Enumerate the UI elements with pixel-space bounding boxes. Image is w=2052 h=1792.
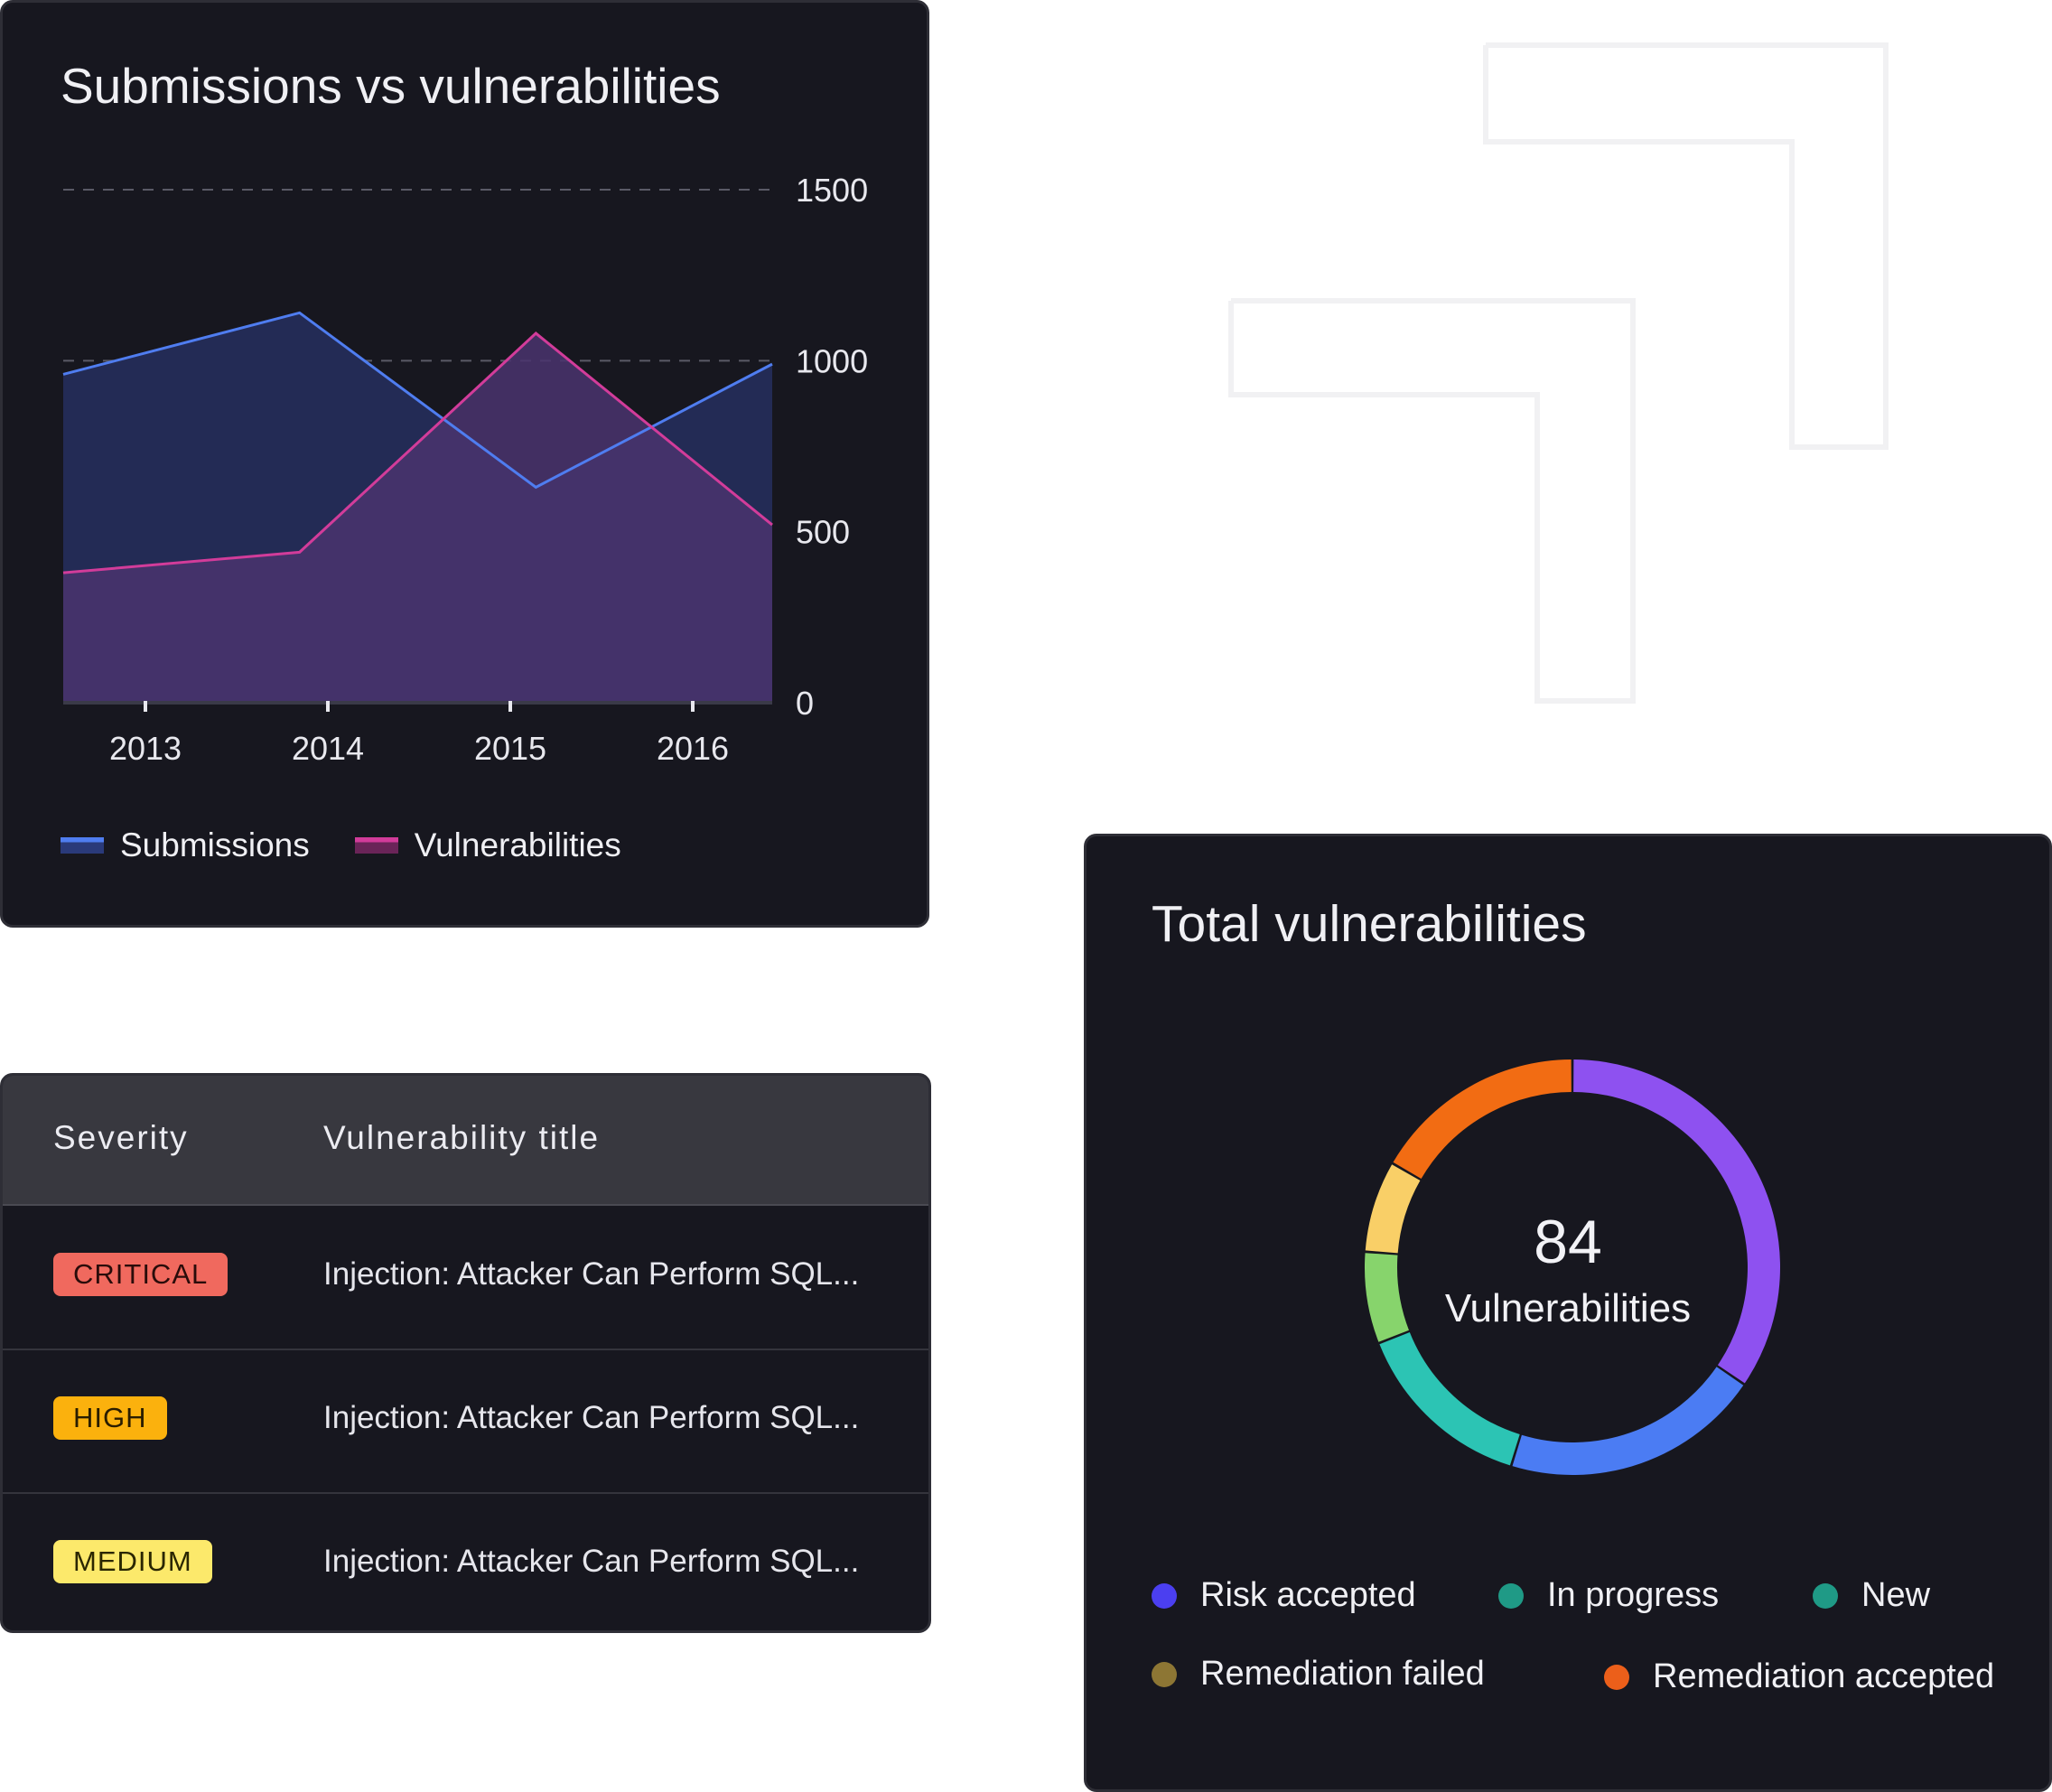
donut-legend-new[interactable]: New	[1813, 1576, 1930, 1615]
y-tick-label: 1500	[796, 172, 868, 209]
donut-total-label: Vulnerabilities	[1444, 1286, 1692, 1330]
legend-dot	[1152, 1661, 1177, 1687]
legend-label: In progress	[1547, 1576, 1720, 1614]
donut-card-title: Total vulnerabilities	[1152, 895, 1587, 953]
severity-badge-medium: MEDIUM	[53, 1540, 212, 1583]
vulnerability-title[interactable]: Injection: Attacker Can Perform SQL...	[323, 1544, 860, 1579]
table-row[interactable]: HIGH Injection: Attacker Can Perform SQL…	[3, 1349, 928, 1494]
vulnerability-table: Severity Vulnerability title CRITICAL In…	[0, 1073, 931, 1633]
total-vulnerabilities-card: Total vulnerabilities 84 Vulnerabilities…	[1084, 834, 2052, 1792]
column-header-severity[interactable]: Severity	[53, 1119, 189, 1156]
donut-chart	[1365, 1059, 1780, 1475]
legend-dot	[1498, 1582, 1524, 1609]
y-tick-label: 0	[796, 685, 814, 722]
x-tick-label: 2015	[474, 730, 546, 767]
y-tick-label: 500	[796, 514, 850, 551]
chart-title: Submissions vs vulnerabilities	[61, 58, 721, 114]
legend-label: New	[1861, 1576, 1931, 1614]
legend-label: Remediation accepted	[1653, 1657, 1995, 1695]
donut-slice[interactable]	[1393, 1059, 1572, 1180]
donut-slice[interactable]	[1573, 1059, 1780, 1384]
table-row[interactable]: MEDIUM Injection: Attacker Can Perform S…	[3, 1493, 928, 1630]
legend-dot	[1152, 1582, 1177, 1609]
legend-label: Remediation failed	[1200, 1655, 1485, 1693]
table-header: Severity Vulnerability title	[3, 1076, 928, 1206]
legend-swatch-vulnerabilities	[354, 837, 398, 854]
legend-item-vulnerabilities[interactable]: Vulnerabilities	[354, 826, 621, 864]
chart-legend: Submissions Vulnerabilities	[61, 826, 667, 864]
legend-swatch-submissions	[61, 837, 104, 854]
donut-legend-in-progress[interactable]: In progress	[1498, 1576, 1719, 1615]
x-tick-label: 2016	[657, 730, 729, 767]
line-submissions	[62, 311, 773, 490]
severity-badge-critical: CRITICAL	[53, 1253, 229, 1296]
donut-slice[interactable]	[1379, 1331, 1521, 1466]
donut-slice[interactable]	[1512, 1367, 1744, 1475]
legend-label: Submissions	[120, 826, 310, 863]
submissions-chart-card: Submissions vs vulnerabilities 1500 1000 5…	[0, 0, 929, 928]
donut-slice[interactable]	[1365, 1253, 1410, 1342]
donut-legend-remediation-accepted[interactable]: Remediation accepted	[1604, 1657, 1994, 1696]
legend-dot	[1813, 1582, 1838, 1609]
vulnerability-title[interactable]: Injection: Attacker Can Perform SQL...	[323, 1256, 860, 1292]
deco-outline-upper	[1483, 42, 1889, 450]
vulnerability-title[interactable]: Injection: Attacker Can Perform SQL...	[323, 1400, 860, 1435]
donut-total-value: 84	[1534, 1208, 1602, 1276]
severity-badge-high: HIGH	[53, 1396, 167, 1440]
table-row[interactable]: CRITICAL Injection: Attacker Can Perform…	[3, 1206, 928, 1350]
area-chart: 1500 1000 500 0 2013 2014 2015 2016	[62, 172, 868, 767]
legend-label: Risk accepted	[1200, 1576, 1416, 1614]
y-tick-label: 1000	[796, 342, 868, 379]
donut-legend-risk-accepted[interactable]: Risk accepted	[1152, 1576, 1416, 1615]
line-vulnerabilities	[62, 331, 773, 574]
x-tick-label: 2014	[292, 730, 364, 767]
legend-item-submissions[interactable]: Submissions	[61, 826, 310, 864]
legend-label: Vulnerabilities	[414, 826, 621, 863]
donut-slice[interactable]	[1365, 1164, 1421, 1254]
column-header-title[interactable]: Vulnerability title	[323, 1119, 601, 1156]
x-tick-label: 2013	[109, 730, 182, 767]
area-vulnerabilities	[63, 333, 772, 703]
deco-outline-lower	[1228, 298, 1636, 704]
legend-dot	[1604, 1664, 1629, 1690]
donut-legend-remediation-failed[interactable]: Remediation failed	[1152, 1655, 1485, 1694]
